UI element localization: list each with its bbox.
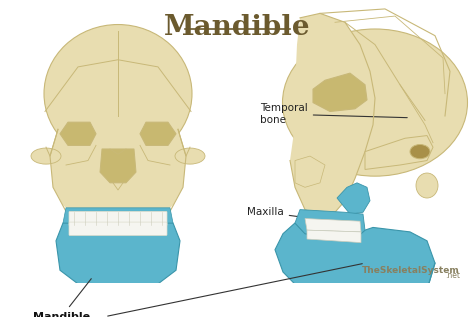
Text: Mandible: Mandible: [164, 14, 310, 41]
Polygon shape: [313, 73, 367, 112]
Polygon shape: [295, 210, 365, 239]
FancyBboxPatch shape: [69, 222, 167, 236]
Ellipse shape: [44, 24, 192, 163]
Ellipse shape: [410, 145, 430, 159]
Polygon shape: [140, 122, 176, 146]
Polygon shape: [60, 122, 96, 146]
Ellipse shape: [416, 173, 438, 198]
Polygon shape: [337, 183, 370, 214]
Ellipse shape: [31, 148, 61, 164]
Ellipse shape: [175, 148, 205, 164]
Polygon shape: [365, 136, 433, 170]
Ellipse shape: [283, 29, 467, 176]
Polygon shape: [56, 223, 180, 292]
Polygon shape: [295, 156, 325, 187]
Text: Temporal
bone: Temporal bone: [260, 103, 407, 125]
Text: Mandible: Mandible: [33, 279, 91, 317]
Polygon shape: [50, 129, 186, 214]
Polygon shape: [63, 208, 173, 223]
FancyBboxPatch shape: [69, 211, 167, 226]
Polygon shape: [290, 13, 375, 216]
Polygon shape: [305, 218, 361, 232]
Polygon shape: [275, 223, 435, 306]
Polygon shape: [100, 149, 136, 183]
Text: Maxilla: Maxilla: [247, 207, 344, 223]
Polygon shape: [307, 230, 361, 243]
Text: TheSkeletalSystem: TheSkeletalSystem: [362, 266, 460, 275]
Text: .net: .net: [445, 271, 460, 280]
